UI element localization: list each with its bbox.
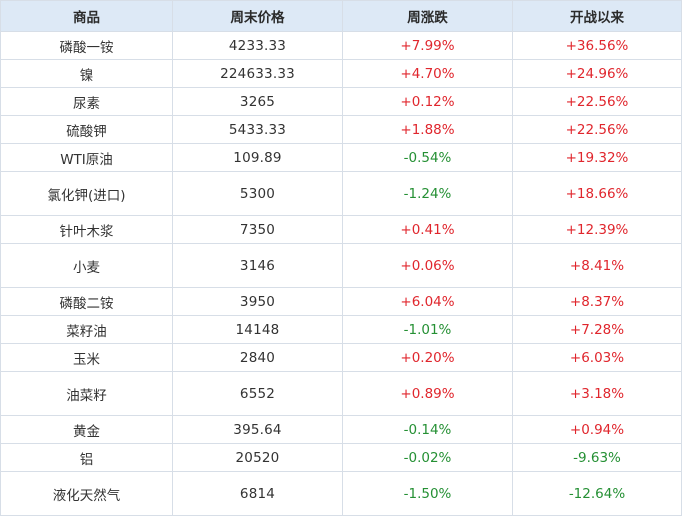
commodity-name-cell: 液化天然气 [0, 471, 173, 516]
commodity-name-cell: 硫酸钾 [0, 115, 173, 144]
weekly-change-cell: +6.04% [342, 287, 513, 316]
change-since-war-cell: +36.56% [512, 31, 682, 60]
weekend-price-cell: 6552 [172, 371, 343, 416]
weekly-change-cell: +0.41% [342, 215, 513, 244]
change-since-war-cell: -12.64% [512, 471, 682, 516]
weekly-change-cell: -1.01% [342, 315, 513, 344]
weekly-change-cell: +0.12% [342, 87, 513, 116]
commodity-name-cell: 镍 [0, 59, 173, 88]
weekend-price-cell: 395.64 [172, 415, 343, 444]
change-since-war-cell: +3.18% [512, 371, 682, 416]
change-since-war-cell: -9.63% [512, 443, 682, 472]
commodity-name-cell: 玉米 [0, 343, 173, 372]
weekly-change-cell: +7.99% [342, 31, 513, 60]
table-row: 黄金 395.64 -0.14% +0.94% [0, 415, 682, 444]
commodity-name-cell: 尿素 [0, 87, 173, 116]
table-row: 小麦 3146 +0.06% +8.41% [0, 243, 682, 288]
change-since-war-cell: +7.28% [512, 315, 682, 344]
change-since-war-cell: +8.37% [512, 287, 682, 316]
table-row: 氯化钾(进口) 5300 -1.24% +18.66% [0, 171, 682, 216]
table-row: WTI原油 109.89 -0.54% +19.32% [0, 143, 682, 172]
column-header-weekend-price: 周末价格 [172, 0, 343, 32]
change-since-war-cell: +22.56% [512, 87, 682, 116]
weekend-price-cell: 6814 [172, 471, 343, 516]
change-since-war-cell: +12.39% [512, 215, 682, 244]
table-row: 磷酸二铵 3950 +6.04% +8.37% [0, 287, 682, 316]
change-since-war-cell: +18.66% [512, 171, 682, 216]
table-row: 磷酸一铵 4233.33 +7.99% +36.56% [0, 31, 682, 60]
commodity-name-cell: 油菜籽 [0, 371, 173, 416]
commodity-name-cell: 磷酸一铵 [0, 31, 173, 60]
weekly-change-cell: -0.02% [342, 443, 513, 472]
column-header-change-since-war: 开战以来 [512, 0, 682, 32]
weekly-change-cell: +0.20% [342, 343, 513, 372]
weekly-change-cell: -0.14% [342, 415, 513, 444]
weekend-price-cell: 14148 [172, 315, 343, 344]
column-header-weekly-change: 周涨跌 [342, 0, 513, 32]
change-since-war-cell: +19.32% [512, 143, 682, 172]
table-header-row: 商品 周末价格 周涨跌 开战以来 [0, 0, 682, 32]
weekly-change-cell: +1.88% [342, 115, 513, 144]
weekly-change-cell: -1.24% [342, 171, 513, 216]
weekly-change-cell: -0.54% [342, 143, 513, 172]
weekend-price-cell: 109.89 [172, 143, 343, 172]
table-body: 磷酸一铵 4233.33 +7.99% +36.56% 镍 224633.33 +4.70%… [0, 31, 682, 516]
table-row: 针叶木浆 7350 +0.41% +12.39% [0, 215, 682, 244]
change-since-war-cell: +22.56% [512, 115, 682, 144]
table-row: 镍 224633.33 +4.70% +24.96% [0, 59, 682, 88]
weekend-price-cell: 7350 [172, 215, 343, 244]
table-row: 菜籽油 14148 -1.01% +7.28% [0, 315, 682, 344]
commodity-name-cell: 小麦 [0, 243, 173, 288]
table-row: 硫酸钾 5433.33 +1.88% +22.56% [0, 115, 682, 144]
change-since-war-cell: +24.96% [512, 59, 682, 88]
weekend-price-cell: 2840 [172, 343, 343, 372]
weekly-change-cell: -1.50% [342, 471, 513, 516]
weekend-price-cell: 20520 [172, 443, 343, 472]
table-row: 尿素 3265 +0.12% +22.56% [0, 87, 682, 116]
weekend-price-cell: 3265 [172, 87, 343, 116]
commodity-name-cell: WTI原油 [0, 143, 173, 172]
table-row: 液化天然气 6814 -1.50% -12.64% [0, 471, 682, 516]
weekend-price-cell: 4233.33 [172, 31, 343, 60]
change-since-war-cell: +8.41% [512, 243, 682, 288]
change-since-war-cell: +6.03% [512, 343, 682, 372]
weekend-price-cell: 224633.33 [172, 59, 343, 88]
commodity-name-cell: 菜籽油 [0, 315, 173, 344]
weekly-change-cell: +0.06% [342, 243, 513, 288]
weekly-change-cell: +0.89% [342, 371, 513, 416]
column-header-commodity: 商品 [0, 0, 173, 32]
table-row: 玉米 2840 +0.20% +6.03% [0, 343, 682, 372]
weekend-price-cell: 5433.33 [172, 115, 343, 144]
table-row: 铝 20520 -0.02% -9.63% [0, 443, 682, 472]
commodity-name-cell: 黄金 [0, 415, 173, 444]
commodity-name-cell: 磷酸二铵 [0, 287, 173, 316]
weekend-price-cell: 5300 [172, 171, 343, 216]
weekly-change-cell: +4.70% [342, 59, 513, 88]
table-row: 油菜籽 6552 +0.89% +3.18% [0, 371, 682, 416]
commodity-name-cell: 氯化钾(进口) [0, 171, 173, 216]
weekend-price-cell: 3950 [172, 287, 343, 316]
commodity-name-cell: 铝 [0, 443, 173, 472]
weekend-price-cell: 3146 [172, 243, 343, 288]
commodity-name-cell: 针叶木浆 [0, 215, 173, 244]
change-since-war-cell: +0.94% [512, 415, 682, 444]
